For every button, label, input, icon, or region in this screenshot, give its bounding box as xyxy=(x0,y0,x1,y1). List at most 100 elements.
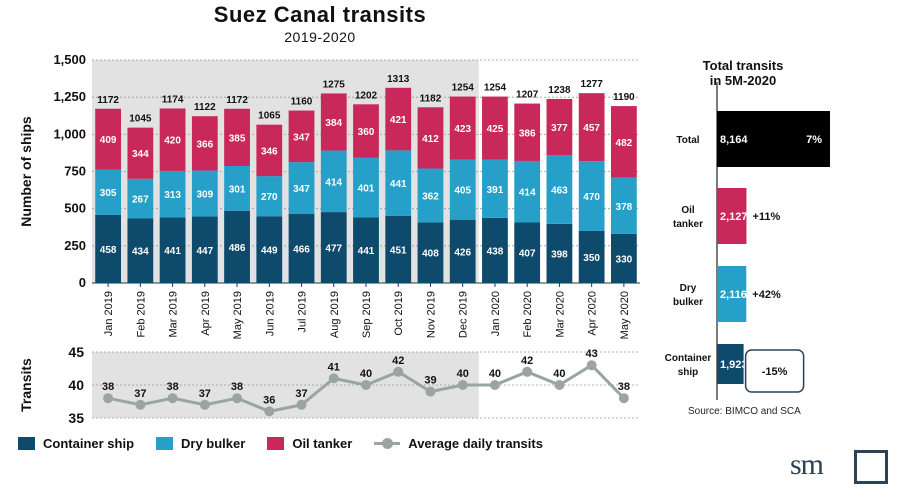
legend-item-oil-tanker: Oil tanker xyxy=(267,436,352,451)
side-category-label: bulker xyxy=(673,297,703,308)
bar-value-label: 401 xyxy=(358,184,375,195)
y-tick-label: 1,250 xyxy=(53,89,86,104)
bar-oil-tanker-oct-2019 xyxy=(385,87,412,151)
average-point-label: 43 xyxy=(586,348,598,360)
average-point-label: 42 xyxy=(392,355,404,367)
side-category-label: tanker xyxy=(673,219,703,230)
chart-title: Suez Canal transits xyxy=(213,2,427,27)
bar-total-label: 1238 xyxy=(548,85,571,96)
bar-oil-tanker-mar-2019 xyxy=(159,108,186,171)
bar-value-label: 398 xyxy=(551,249,568,260)
bar-value-label: 378 xyxy=(616,202,633,213)
bar-value-label: 466 xyxy=(293,244,310,255)
bar-value-label: 408 xyxy=(422,249,439,260)
bar-total-label: 1160 xyxy=(291,97,313,108)
average-point-mar-2019 xyxy=(167,393,178,404)
bar-container-ship-aug-2019 xyxy=(320,212,347,283)
average-point-label: 38 xyxy=(618,381,630,393)
bar-container-ship-may-2020 xyxy=(610,233,637,283)
bar-container-ship-dec-2019 xyxy=(449,219,476,283)
bar-total-label: 1122 xyxy=(194,102,216,113)
bar-value-label: 486 xyxy=(229,243,246,254)
bar-total-label: 1045 xyxy=(129,114,152,125)
bar-dry-bulker-feb-2020 xyxy=(514,160,541,223)
bar-value-label: 414 xyxy=(519,188,536,199)
bar-value-label: 441 xyxy=(358,246,375,257)
bar-container-ship-jan-2020 xyxy=(482,217,508,283)
legend-item-container-ship: Container ship xyxy=(18,436,134,451)
bar-dry-bulker-may-2020 xyxy=(610,177,637,234)
bar-oil-tanker-feb-2019 xyxy=(127,127,154,179)
legend-label-average-daily-transits: Average daily transits xyxy=(408,435,543,451)
bar-value-label: 366 xyxy=(196,139,213,150)
average-point-feb-2020 xyxy=(522,366,533,377)
bar-value-label: 434 xyxy=(132,247,149,258)
bar-total-label: 1254 xyxy=(484,83,507,94)
bar-value-label: 305 xyxy=(100,188,117,199)
y-tick-label-lower: 40 xyxy=(68,377,84,393)
average-point-dec-2019 xyxy=(457,380,468,390)
side-panel-title: Total transits in 5M-2020 xyxy=(668,58,818,88)
side-change-label: -15% xyxy=(762,366,788,378)
bar-value-label: 412 xyxy=(422,134,439,145)
y-tick-label-lower: 35 xyxy=(68,410,84,426)
y-tick-label: 1,500 xyxy=(53,52,86,67)
legend-label-oil-tanker: Oil tanker xyxy=(292,435,353,451)
average-point-jun-2019 xyxy=(264,406,275,417)
legend-swatch-container-ship xyxy=(18,436,35,450)
bar-total-label: 1174 xyxy=(162,94,184,105)
bar-value-label: 447 xyxy=(196,246,213,257)
side-bar-container-ship xyxy=(717,344,744,384)
bar-total-label: 1277 xyxy=(581,79,604,90)
x-tick-label: Apr 2019 xyxy=(200,291,212,336)
bar-value-label: 360 xyxy=(358,127,375,138)
legend-item-dry-bulker: Dry bulker xyxy=(156,436,245,451)
x-tick-label: May 2019 xyxy=(232,291,244,339)
legend-swatch-oil-tanker xyxy=(267,436,285,450)
average-point-apr-2019 xyxy=(199,399,210,410)
bar-value-label: 414 xyxy=(325,177,342,188)
average-point-jan-2019 xyxy=(103,393,114,404)
average-point-mar-2020 xyxy=(554,380,565,390)
bar-value-label: 347 xyxy=(293,132,310,143)
bar-dry-bulker-feb-2019 xyxy=(127,178,154,219)
bar-value-label: 301 xyxy=(229,184,246,195)
bar-dry-bulker-mar-2019 xyxy=(159,170,186,218)
logo-square-icon xyxy=(854,450,888,484)
bar-dry-bulker-aug-2019 xyxy=(320,150,347,213)
average-point-label: 37 xyxy=(295,388,307,400)
side-category-label: Dry xyxy=(680,283,697,294)
bar-value-label: 441 xyxy=(390,179,407,190)
bar-value-label: 313 xyxy=(164,190,181,201)
bar-value-label: 346 xyxy=(261,146,278,157)
bar-total-label: 1190 xyxy=(613,92,635,103)
average-point-label: 36 xyxy=(263,394,275,406)
bar-container-ship-feb-2019 xyxy=(127,218,154,283)
bar-value-label: 470 xyxy=(583,192,600,203)
bar-dry-bulker-jul-2019 xyxy=(288,162,315,214)
bar-dry-bulker-jan-2020 xyxy=(482,159,508,218)
bar-container-ship-feb-2020 xyxy=(514,222,541,283)
side-title-line-1: Total transits xyxy=(702,58,784,73)
bar-dry-bulker-nov-2019 xyxy=(417,168,444,223)
bar-dry-bulker-may-2019 xyxy=(224,165,250,211)
y-tick-label-lower: 45 xyxy=(68,344,84,360)
bar-value-label: 267 xyxy=(132,195,149,206)
average-point-label: 39 xyxy=(424,375,436,387)
legend-label-container-ship: Container ship xyxy=(43,435,135,451)
side-change-label: +42% xyxy=(752,289,781,301)
bar-total-label: 1065 xyxy=(258,111,281,122)
average-point-aug-2019 xyxy=(328,373,339,384)
y-tick-label: 500 xyxy=(64,201,86,216)
bar-container-ship-apr-2020 xyxy=(578,230,605,283)
average-point-nov-2019 xyxy=(425,386,436,397)
x-tick-label: Dec 2019 xyxy=(458,291,470,338)
y-tick-label: 750 xyxy=(64,164,86,179)
bar-oil-tanker-nov-2019 xyxy=(417,107,444,169)
average-point-jul-2019 xyxy=(296,399,307,410)
average-point-label: 40 xyxy=(360,368,372,380)
legend-swatch-dry-bulker xyxy=(156,436,174,450)
source-note: Source: BIMCO and SCA xyxy=(688,406,801,417)
bar-dry-bulker-dec-2019 xyxy=(449,159,476,220)
